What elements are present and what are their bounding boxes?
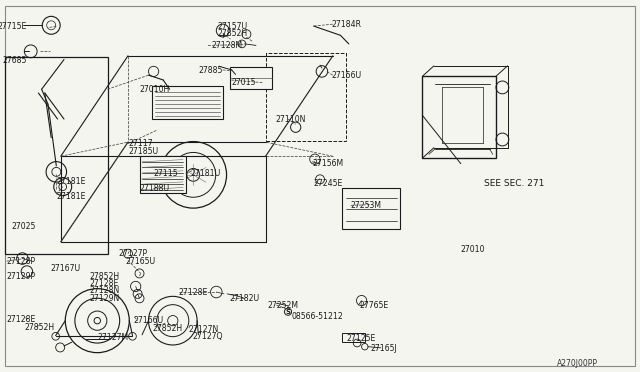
Text: 27852H: 27852H — [24, 323, 54, 332]
Text: 08566-51212: 08566-51212 — [291, 312, 343, 321]
Text: 27181E: 27181E — [56, 177, 86, 186]
Text: 27010H: 27010H — [140, 85, 170, 94]
Text: 27128E: 27128E — [178, 288, 207, 296]
Bar — [152, 86, 223, 119]
Text: 27128M: 27128M — [211, 41, 243, 50]
Text: 27165J: 27165J — [370, 344, 397, 353]
Text: 27128E: 27128E — [90, 279, 119, 288]
Text: 27128E: 27128E — [6, 315, 36, 324]
Bar — [230, 67, 272, 89]
Text: 27129N: 27129N — [90, 294, 120, 303]
Text: A270J00PP: A270J00PP — [557, 359, 598, 368]
Text: 27185U: 27185U — [128, 147, 158, 155]
Text: 27245E: 27245E — [314, 179, 343, 187]
Text: 27127Q: 27127Q — [192, 332, 223, 341]
Text: 27156M: 27156M — [312, 159, 344, 168]
Bar — [266, 53, 346, 141]
Text: 27184R: 27184R — [332, 20, 362, 29]
Text: 27127N: 27127N — [189, 325, 219, 334]
Text: 27252M: 27252M — [268, 301, 298, 310]
Text: 27010: 27010 — [461, 245, 485, 254]
Text: 27715E: 27715E — [0, 22, 27, 31]
Text: 27015: 27015 — [232, 78, 256, 87]
Text: 27157U: 27157U — [218, 22, 248, 31]
Text: 27128P: 27128P — [6, 257, 36, 266]
Text: 27127M: 27127M — [97, 333, 129, 342]
Text: 27181E: 27181E — [56, 192, 86, 201]
Bar — [342, 333, 365, 342]
Text: 27685: 27685 — [3, 56, 27, 65]
Text: 27110N: 27110N — [275, 115, 305, 124]
Text: 27765E: 27765E — [360, 301, 389, 310]
Text: 27165U: 27165U — [125, 257, 156, 266]
Text: S: S — [285, 309, 291, 315]
Text: 27852H: 27852H — [152, 324, 182, 333]
Text: 27166U: 27166U — [133, 316, 163, 325]
Text: 27129P: 27129P — [6, 272, 36, 280]
Bar — [342, 188, 400, 229]
Text: 27852H: 27852H — [218, 29, 248, 38]
Text: 27167U: 27167U — [50, 264, 80, 273]
Text: 27852H: 27852H — [90, 272, 120, 280]
Bar — [5, 57, 108, 254]
Text: 27128N: 27128N — [90, 286, 120, 295]
Text: 27188U: 27188U — [140, 184, 170, 193]
Text: 27125E: 27125E — [347, 334, 376, 343]
Text: 27156U: 27156U — [332, 71, 362, 80]
Text: 27885: 27885 — [198, 66, 223, 75]
Bar — [422, 76, 496, 158]
Text: 27181U: 27181U — [191, 169, 221, 178]
Bar — [140, 156, 186, 193]
Text: SEE SEC. 271: SEE SEC. 271 — [484, 179, 544, 187]
Text: 27253M: 27253M — [351, 201, 381, 210]
Text: 27115: 27115 — [154, 169, 178, 178]
Text: 27182U: 27182U — [229, 294, 259, 303]
Text: 27127P: 27127P — [118, 249, 148, 258]
Text: 27117: 27117 — [128, 139, 152, 148]
Text: 27025: 27025 — [12, 222, 36, 231]
